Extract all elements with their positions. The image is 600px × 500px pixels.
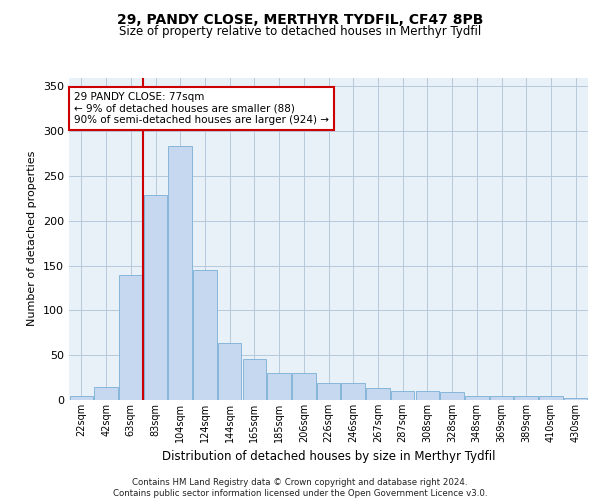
- Bar: [292, 373, 316, 400]
- Bar: [564, 398, 587, 400]
- Bar: [391, 391, 415, 400]
- Bar: [341, 383, 365, 400]
- Text: Size of property relative to detached houses in Merthyr Tydfil: Size of property relative to detached ho…: [119, 25, 481, 38]
- Bar: [70, 396, 93, 400]
- Bar: [242, 359, 266, 400]
- Bar: [416, 391, 439, 400]
- Bar: [268, 373, 291, 400]
- Bar: [440, 392, 464, 400]
- Bar: [144, 195, 167, 400]
- Text: Contains HM Land Registry data © Crown copyright and database right 2024.
Contai: Contains HM Land Registry data © Crown c…: [113, 478, 487, 498]
- Bar: [317, 383, 340, 400]
- Text: 29 PANDY CLOSE: 77sqm
← 9% of detached houses are smaller (88)
90% of semi-detac: 29 PANDY CLOSE: 77sqm ← 9% of detached h…: [74, 92, 329, 125]
- Bar: [169, 146, 192, 400]
- X-axis label: Distribution of detached houses by size in Merthyr Tydfil: Distribution of detached houses by size …: [162, 450, 495, 464]
- Bar: [465, 396, 488, 400]
- Bar: [218, 342, 241, 400]
- Bar: [539, 396, 563, 400]
- Bar: [490, 396, 513, 400]
- Y-axis label: Number of detached properties: Number of detached properties: [28, 151, 37, 326]
- Bar: [119, 276, 143, 400]
- Bar: [94, 388, 118, 400]
- Bar: [514, 396, 538, 400]
- Bar: [193, 270, 217, 400]
- Bar: [366, 388, 389, 400]
- Text: 29, PANDY CLOSE, MERTHYR TYDFIL, CF47 8PB: 29, PANDY CLOSE, MERTHYR TYDFIL, CF47 8P…: [117, 12, 483, 26]
